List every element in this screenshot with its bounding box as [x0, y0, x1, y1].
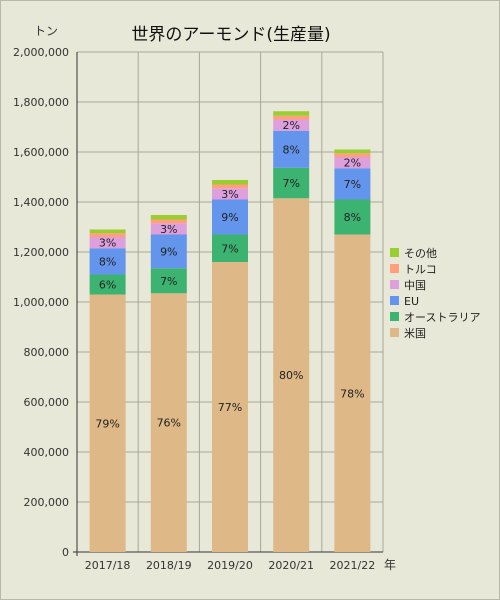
x-tick-label: 2020/21: [268, 559, 314, 572]
x-tick-label: 2018/19: [146, 559, 192, 572]
bar-data-label: 78%: [340, 387, 364, 400]
y-tick-label: 2,000,000: [13, 46, 69, 59]
bar-data-label: 3%: [99, 237, 116, 250]
y-tick-label: 1,600,000: [13, 146, 69, 159]
bar-segment: [273, 115, 310, 120]
bar-data-label: 8%: [344, 211, 361, 224]
bar-data-label: 7%: [221, 242, 238, 255]
bar-data-label: 77%: [218, 401, 242, 414]
bar-segment: [89, 248, 126, 275]
bar-data-label: 2%: [344, 157, 361, 170]
y-tick-label: 0: [62, 546, 69, 559]
chart-title: 世界のアーモンド(生産量): [131, 25, 330, 45]
bar-data-label: 80%: [279, 369, 303, 382]
bar-segment: [212, 234, 248, 262]
bar-segment: [212, 184, 248, 189]
bar-segment: [334, 168, 371, 200]
bar-data-label: 7%: [160, 275, 177, 288]
bar-segment: [334, 157, 371, 169]
y-tick-label: 1,800,000: [13, 96, 69, 109]
bar-segment: [150, 215, 187, 220]
x-tick-label: 2019/20: [207, 559, 253, 572]
y-tick-label: 800,000: [24, 346, 70, 359]
bar-data-label: 6%: [99, 279, 116, 292]
legend-swatch: [390, 264, 399, 273]
legend-label: オーストラリア: [404, 311, 480, 324]
bar-segment: [334, 199, 371, 235]
bar-data-label: 76%: [157, 417, 181, 430]
bar-segment: [89, 237, 126, 249]
bar-data-label: 7%: [344, 178, 361, 191]
y-tick-label: 1,400,000: [13, 196, 69, 209]
bar-segment: [150, 219, 187, 224]
x-axis-label: 年: [384, 558, 396, 572]
legend-swatch: [390, 328, 399, 337]
bar-segment: [273, 119, 310, 131]
bar-data-label: 2%: [282, 119, 299, 132]
legend-label: その他: [404, 247, 437, 260]
bar-data-label: 8%: [282, 143, 299, 156]
bar-segment: [150, 223, 187, 235]
legend-label: 米国: [404, 327, 426, 340]
bar-segment: [212, 262, 248, 552]
bar-segment: [334, 149, 371, 154]
x-tick-label: 2017/18: [85, 559, 131, 572]
bar-segment: [150, 268, 187, 294]
bar-segment: [212, 199, 248, 235]
y-tick-label: 200,000: [24, 496, 70, 509]
bar-segment: [89, 233, 126, 237]
bar-data-label: 9%: [160, 245, 177, 258]
bar-segment: [150, 234, 187, 269]
x-tick-label: 2021/22: [330, 559, 376, 572]
bar-data-label: 9%: [221, 211, 238, 224]
bar-data-label: 3%: [160, 223, 177, 236]
bar-segment: [89, 229, 126, 234]
y-axis-label: トン: [34, 24, 58, 38]
bar-segment: [334, 234, 371, 552]
legend-label: 中国: [404, 279, 426, 292]
bar-segment: [273, 167, 310, 199]
y-tick-label: 1,000,000: [13, 296, 69, 309]
legend-label: EU: [404, 295, 419, 308]
bar-segment: [212, 188, 248, 200]
bar-segment: [273, 130, 310, 168]
legend-swatch: [390, 248, 399, 257]
bar-segment: [273, 198, 310, 552]
legend-swatch: [390, 312, 399, 321]
bar-segment: [89, 294, 126, 552]
legend-swatch: [390, 296, 399, 305]
y-tick-label: 600,000: [24, 396, 70, 409]
bar-segment: [273, 111, 310, 116]
y-tick-label: 1,200,000: [13, 246, 69, 259]
bar-data-label: 8%: [99, 255, 116, 268]
bar-segment: [150, 293, 187, 552]
bar-data-label: 79%: [95, 417, 119, 430]
bar-segment: [89, 274, 126, 295]
legend-swatch: [390, 280, 399, 289]
bar-segment: [212, 180, 248, 185]
bar-data-label: 7%: [282, 177, 299, 190]
bar-segment: [334, 153, 371, 157]
bar-data-label: 3%: [221, 188, 238, 201]
legend-label: トルコ: [404, 263, 437, 276]
y-tick-label: 400,000: [24, 446, 70, 459]
